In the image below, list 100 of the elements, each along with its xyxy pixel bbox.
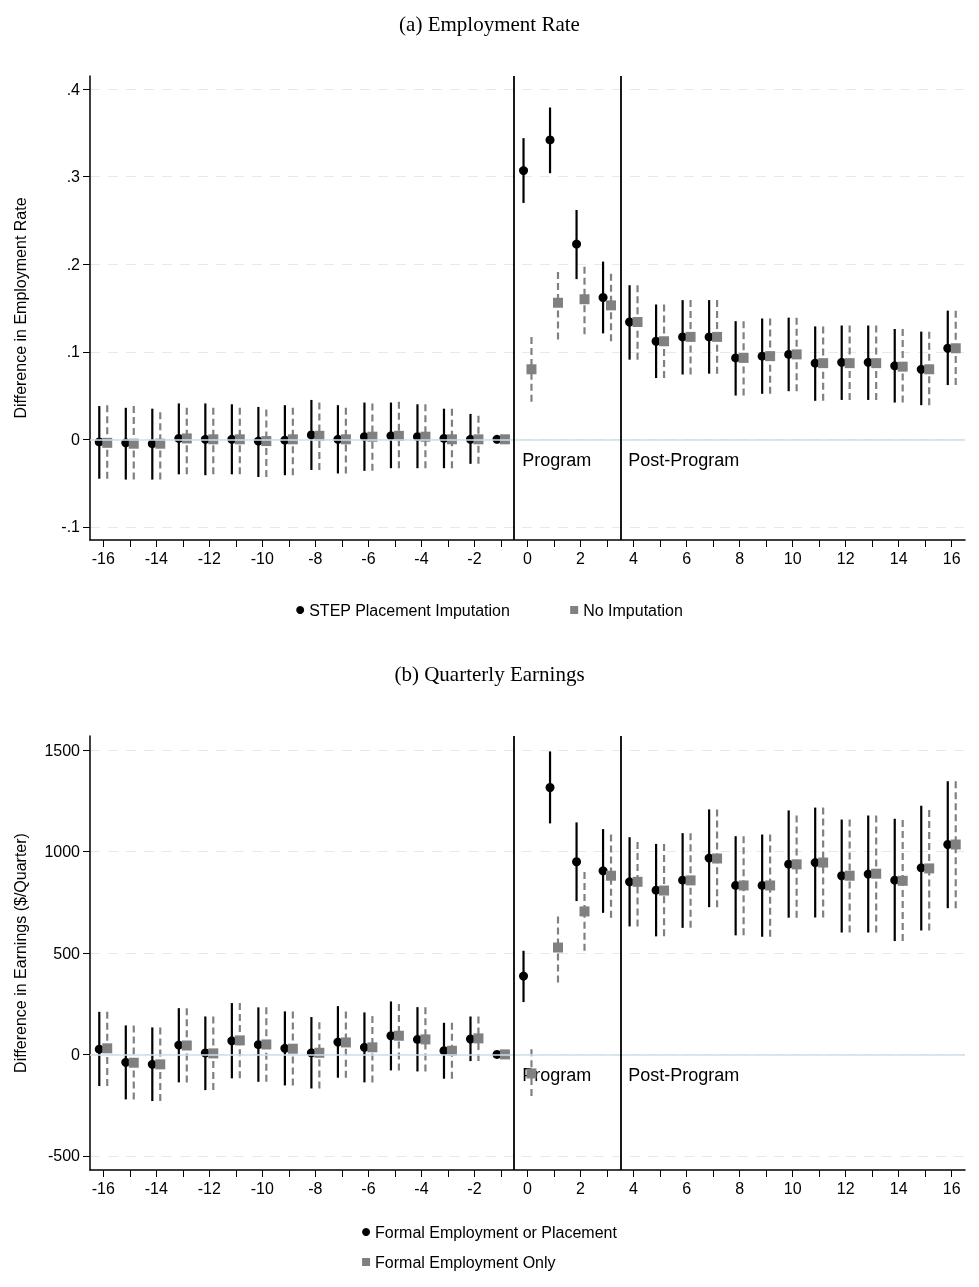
point bbox=[420, 1034, 431, 1045]
point bbox=[924, 364, 935, 375]
x-tick-label: -16 bbox=[91, 1179, 115, 1197]
x-tick-label: 14 bbox=[889, 549, 908, 567]
point bbox=[765, 880, 776, 891]
y-tick-label: -.1 bbox=[61, 518, 81, 536]
x-tick-label: -12 bbox=[197, 549, 221, 567]
point bbox=[473, 1033, 484, 1044]
x-tick-label: -4 bbox=[414, 1179, 429, 1197]
point bbox=[102, 1043, 113, 1054]
x-tick-label: 4 bbox=[629, 549, 639, 567]
point bbox=[897, 875, 908, 886]
x-tick-label: -8 bbox=[308, 1179, 323, 1197]
point bbox=[685, 331, 696, 342]
point bbox=[606, 870, 617, 881]
point bbox=[897, 361, 908, 372]
point bbox=[598, 293, 608, 302]
point bbox=[791, 349, 802, 360]
x-tick-label: 8 bbox=[735, 549, 745, 567]
x-tick-label: 12 bbox=[836, 1179, 855, 1197]
y-tick-label: 0 bbox=[71, 430, 81, 448]
y-axis-title: Difference in Earnings ($/Quarter) bbox=[11, 833, 29, 1073]
y-tick-label: .2 bbox=[66, 255, 81, 273]
point bbox=[598, 866, 608, 876]
y-tick-label: 1000 bbox=[44, 843, 81, 861]
point bbox=[155, 1059, 166, 1070]
point bbox=[950, 839, 961, 850]
point bbox=[234, 1035, 245, 1046]
point bbox=[712, 331, 723, 342]
x-tick-label: -2 bbox=[467, 549, 482, 567]
point bbox=[659, 336, 670, 347]
point bbox=[261, 1039, 272, 1050]
x-tick-label: 12 bbox=[836, 549, 855, 567]
x-tick-label: 16 bbox=[942, 1179, 961, 1197]
ref-line-label: Post-Program bbox=[628, 1065, 740, 1086]
x-tick-label: -4 bbox=[414, 549, 429, 567]
point bbox=[685, 875, 696, 886]
point bbox=[526, 364, 537, 375]
point bbox=[871, 868, 882, 879]
point bbox=[738, 880, 749, 891]
x-tick-label: -6 bbox=[361, 549, 376, 567]
point bbox=[572, 857, 582, 867]
point bbox=[579, 294, 590, 305]
x-tick-label: -10 bbox=[250, 549, 275, 567]
point bbox=[393, 1030, 404, 1041]
point bbox=[871, 358, 882, 369]
point bbox=[818, 857, 829, 868]
point bbox=[340, 1037, 351, 1048]
point bbox=[950, 343, 961, 354]
y-tick-label: 0 bbox=[71, 1045, 81, 1063]
point bbox=[519, 166, 529, 176]
x-tick-label: -2 bbox=[467, 1179, 482, 1197]
x-tick-label: 16 bbox=[942, 549, 961, 567]
point bbox=[791, 859, 802, 870]
legend-label: STEP Placement Imputation bbox=[309, 601, 510, 619]
x-tick-label: 2 bbox=[576, 549, 586, 567]
legend-label: Formal Employment Only bbox=[375, 1253, 556, 1271]
point bbox=[181, 1040, 192, 1051]
x-tick-label: 6 bbox=[682, 1179, 692, 1197]
legend-label: No Imputation bbox=[583, 601, 683, 619]
x-tick-label: -12 bbox=[197, 1179, 221, 1197]
x-tick-label: -6 bbox=[361, 1179, 376, 1197]
point bbox=[545, 135, 555, 145]
point bbox=[844, 870, 855, 881]
point bbox=[552, 942, 563, 953]
point bbox=[924, 863, 935, 874]
chart-title: (b) Quarterly Earnings bbox=[394, 661, 585, 686]
x-tick-label: -8 bbox=[308, 549, 323, 567]
point bbox=[519, 971, 529, 981]
x-tick-label: 14 bbox=[889, 1179, 908, 1197]
x-tick-label: 10 bbox=[783, 1179, 802, 1197]
point bbox=[765, 351, 776, 362]
point bbox=[659, 885, 670, 896]
x-tick-label: -10 bbox=[250, 1179, 275, 1197]
point bbox=[367, 1042, 378, 1053]
point bbox=[128, 1057, 139, 1068]
y-axis-title: Difference in Employment Rate bbox=[11, 197, 29, 419]
legend-label: Formal Employment or Placement bbox=[375, 1223, 618, 1241]
x-tick-label: 4 bbox=[629, 1179, 639, 1197]
point bbox=[579, 906, 590, 917]
point bbox=[844, 358, 855, 369]
point bbox=[545, 783, 555, 793]
point bbox=[818, 358, 829, 369]
x-tick-label: 0 bbox=[523, 549, 533, 567]
point bbox=[712, 853, 723, 864]
y-tick-label: .3 bbox=[66, 168, 81, 186]
point bbox=[287, 1043, 298, 1054]
point bbox=[552, 297, 563, 308]
x-tick-label: 8 bbox=[735, 1179, 745, 1197]
x-tick-label: -14 bbox=[144, 549, 168, 567]
ref-line-label: Program bbox=[522, 450, 592, 471]
x-tick-label: -14 bbox=[144, 1179, 168, 1197]
y-tick-label: 1500 bbox=[44, 741, 81, 759]
chart-title: (a) Employment Rate bbox=[399, 11, 580, 36]
x-tick-label: 0 bbox=[523, 1179, 533, 1197]
x-tick-label: 2 bbox=[576, 1179, 586, 1197]
x-tick-label: 6 bbox=[682, 549, 692, 567]
y-tick-label: 500 bbox=[53, 944, 81, 962]
ref-line-label: Post-Program bbox=[628, 450, 740, 471]
y-tick-label: .1 bbox=[66, 343, 81, 361]
